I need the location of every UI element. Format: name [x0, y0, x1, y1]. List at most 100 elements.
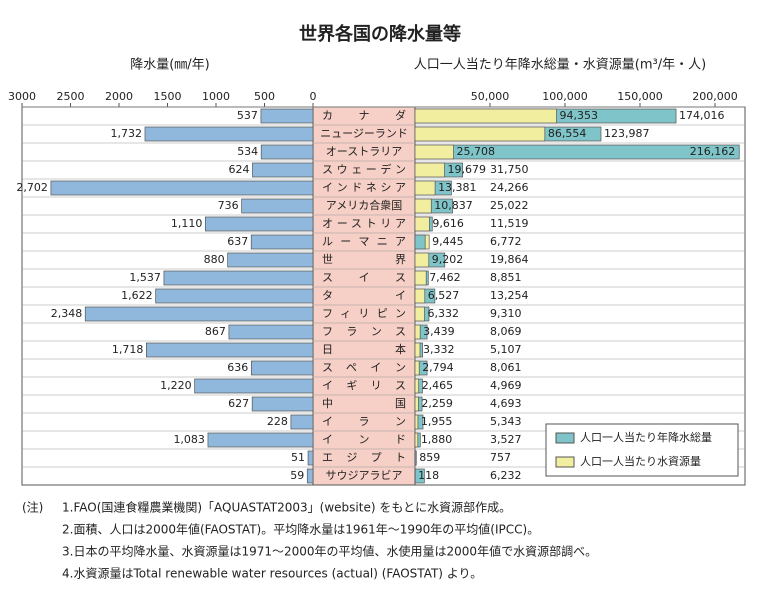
- right-value-label: 2,465: [422, 379, 454, 392]
- left-value-label: 636: [227, 361, 248, 374]
- right-value-label: 216,162: [690, 145, 736, 158]
- left-value-label: 627: [228, 397, 249, 410]
- left-bar: [291, 415, 313, 429]
- note: 4.水資源量はTotal renewable water resources (…: [62, 567, 482, 581]
- right-bar: [415, 235, 425, 249]
- legend-swatch: [556, 457, 574, 467]
- left-value-label: 1,110: [171, 217, 203, 230]
- x-tick-label: 1500: [154, 90, 182, 103]
- right-value-label: 5,343: [490, 415, 522, 428]
- x-tick-label: 3000: [8, 90, 36, 103]
- right-value-label: 6,232: [490, 469, 522, 482]
- left-value-label: 1,732: [110, 127, 142, 140]
- right-value-label: 5,107: [490, 343, 522, 356]
- right-value-label: 859: [419, 451, 440, 464]
- category-label: サウジアラビア: [326, 469, 403, 482]
- left-value-label: 51: [291, 451, 305, 464]
- right-bar: [415, 397, 418, 411]
- left-bar: [252, 397, 313, 411]
- category-label: オーストラリア: [326, 145, 402, 158]
- x-tick-label: 150,000: [617, 90, 663, 103]
- right-value-label: 123,987: [604, 127, 650, 140]
- right-bar: [415, 433, 418, 447]
- right-value-label: 94,353: [560, 109, 599, 122]
- x-tick-label: 200,000: [692, 90, 738, 103]
- right-bar: [415, 127, 545, 141]
- right-value-label: 25,022: [490, 199, 529, 212]
- x-tick-label: 2000: [105, 90, 133, 103]
- right-value-label: 4,693: [490, 397, 522, 410]
- notes-prefix: (注): [22, 500, 43, 515]
- category-label: アメリカ合衆国: [326, 198, 402, 212]
- right-value-label: 7,462: [429, 271, 461, 284]
- left-bar: [242, 199, 313, 213]
- right-value-label: 9,445: [432, 235, 464, 248]
- left-value-label: 880: [204, 253, 225, 266]
- right-value-label: 757: [490, 451, 511, 464]
- x-tick-label: 500: [254, 90, 275, 103]
- x-tick-label: 50,000: [471, 90, 510, 103]
- chart-title: 世界各国の降水量等: [299, 23, 461, 45]
- right-value-label: 3,332: [423, 343, 455, 356]
- category-label: ニュージーランド: [320, 127, 408, 140]
- left-bar: [228, 253, 313, 267]
- left-bar: [156, 289, 313, 303]
- left-value-label: 1,622: [121, 289, 153, 302]
- legend-label: 人口一人当たり水資源量: [580, 454, 701, 468]
- x-tick-label: 0: [310, 90, 317, 103]
- right-bar: [415, 451, 416, 465]
- right-bar: [415, 199, 431, 213]
- right-value-label: 2,259: [421, 397, 453, 410]
- right-value-label: 6,332: [427, 307, 459, 320]
- right-value-label: 4,969: [490, 379, 522, 392]
- left-value-label: 637: [227, 235, 248, 248]
- left-value-label: 624: [228, 163, 249, 176]
- right-axis-label: 人口一人当たり年降水総量・水資源量(m³/年・人): [414, 58, 706, 73]
- right-bar: [415, 379, 419, 393]
- left-value-label: 1,718: [112, 343, 144, 356]
- left-bar: [85, 307, 313, 321]
- left-value-label: 867: [205, 325, 226, 338]
- left-bar: [308, 451, 313, 465]
- left-value-label: 1,537: [129, 271, 161, 284]
- right-value-label: 10,837: [434, 199, 473, 212]
- left-bar: [229, 325, 313, 339]
- right-bar: [415, 217, 429, 231]
- right-value-label: 11,519: [490, 217, 529, 230]
- right-bar: [415, 289, 425, 303]
- right-value-label: 25,708: [457, 145, 496, 158]
- right-value-label: 86,554: [548, 127, 587, 140]
- left-bar: [205, 217, 313, 231]
- x-tick-label: 1000: [202, 90, 230, 103]
- right-bar: [415, 163, 445, 177]
- legend-swatch: [556, 433, 574, 443]
- right-value-label: 3,439: [423, 325, 455, 338]
- legend-label: 人口一人当たり年降水総量: [580, 430, 712, 444]
- right-value-label: 13,254: [490, 289, 529, 302]
- right-bar: [415, 253, 429, 267]
- right-value-label: 9,202: [432, 253, 464, 266]
- left-value-label: 1,083: [173, 433, 205, 446]
- right-bar: [415, 271, 426, 285]
- right-value-label: 3,527: [490, 433, 522, 446]
- left-bar: [307, 469, 313, 483]
- left-value-label: 59: [290, 469, 304, 482]
- note: 1.FAO(国連食糧農業機関)「AQUASTAT2003」(website) を…: [62, 500, 511, 515]
- right-value-label: 8,061: [490, 361, 522, 374]
- right-value-label: 19,864: [490, 253, 529, 266]
- right-value-label: 31,750: [490, 163, 529, 176]
- right-value-label: 9,310: [490, 307, 522, 320]
- left-value-label: 534: [237, 145, 258, 158]
- left-bar: [208, 433, 313, 447]
- left-axis-label: 降水量(㎜/年): [130, 58, 210, 73]
- left-bar: [261, 145, 313, 159]
- left-bar: [164, 271, 313, 285]
- right-value-label: 19,679: [448, 163, 487, 176]
- right-value-label: 2,794: [422, 361, 454, 374]
- right-bar: [415, 109, 557, 123]
- left-bar: [261, 109, 313, 123]
- right-bar: [415, 181, 435, 195]
- right-bar: [415, 415, 418, 429]
- right-value-label: 1,880: [421, 433, 453, 446]
- left-bar: [195, 379, 313, 393]
